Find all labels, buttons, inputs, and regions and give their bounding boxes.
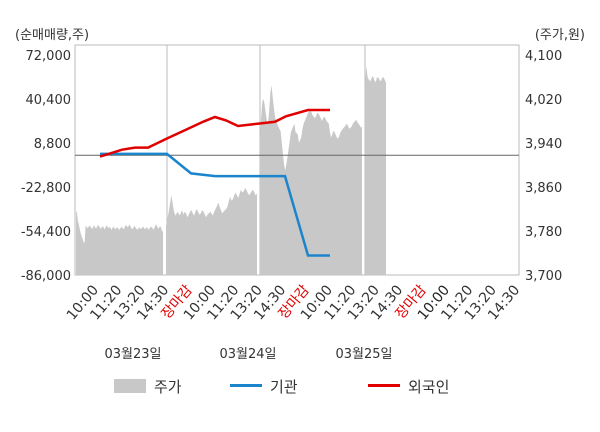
date-labels: 03월23일 03월24일 03월25일 bbox=[104, 347, 392, 362]
right-tick-label: 3,780 bbox=[525, 225, 562, 240]
left-tick-label: 72,000 bbox=[26, 49, 72, 64]
legend-label-institution: 기관 bbox=[270, 378, 298, 396]
date-label: 03월24일 bbox=[219, 347, 276, 362]
right-tick-label: 4,020 bbox=[525, 93, 562, 108]
left-axis-ticks: 72,000 40,400 8,800 -22,800 -54,400 -86,000 bbox=[21, 49, 71, 284]
legend-label-price: 주가 bbox=[154, 378, 182, 396]
legend: 주가 기관 외국인 bbox=[114, 378, 449, 396]
left-tick-label: 8,800 bbox=[34, 137, 71, 152]
price-area-segment bbox=[76, 210, 163, 275]
price-area-series bbox=[76, 66, 386, 275]
left-tick-label: -54,400 bbox=[21, 225, 71, 240]
legend-swatch-institution bbox=[230, 384, 262, 387]
price-area-segment bbox=[166, 188, 257, 275]
legend-label-foreign: 외국인 bbox=[408, 378, 449, 396]
left-tick-label: 40,400 bbox=[26, 93, 72, 108]
date-label: 03월23일 bbox=[104, 347, 161, 362]
institution-line bbox=[100, 152, 330, 257]
left-axis-label: (순매매량,주) bbox=[15, 28, 89, 43]
right-tick-label: 3,860 bbox=[525, 181, 562, 196]
price-area-segment bbox=[365, 66, 386, 275]
price-area-segment bbox=[260, 85, 362, 275]
date-label: 03월25일 bbox=[335, 347, 392, 362]
right-axis-ticks: 4,100 4,020 3,940 3,860 3,780 3,700 bbox=[525, 49, 562, 284]
legend-swatch-price bbox=[114, 379, 146, 393]
legend-swatch-foreign bbox=[368, 384, 400, 387]
right-tick-label: 4,100 bbox=[525, 49, 562, 64]
right-axis-label: (주가,원) bbox=[535, 28, 585, 43]
right-tick-label: 3,940 bbox=[525, 137, 562, 152]
left-tick-label: -86,000 bbox=[21, 269, 71, 284]
foreign-line bbox=[99, 108, 330, 158]
x-axis-ticks: 10:0011:2013:2014:30장마감10:0011:2013:2014… bbox=[64, 282, 523, 323]
left-tick-label: -22,800 bbox=[21, 181, 71, 196]
right-tick-label: 3,700 bbox=[525, 269, 562, 284]
